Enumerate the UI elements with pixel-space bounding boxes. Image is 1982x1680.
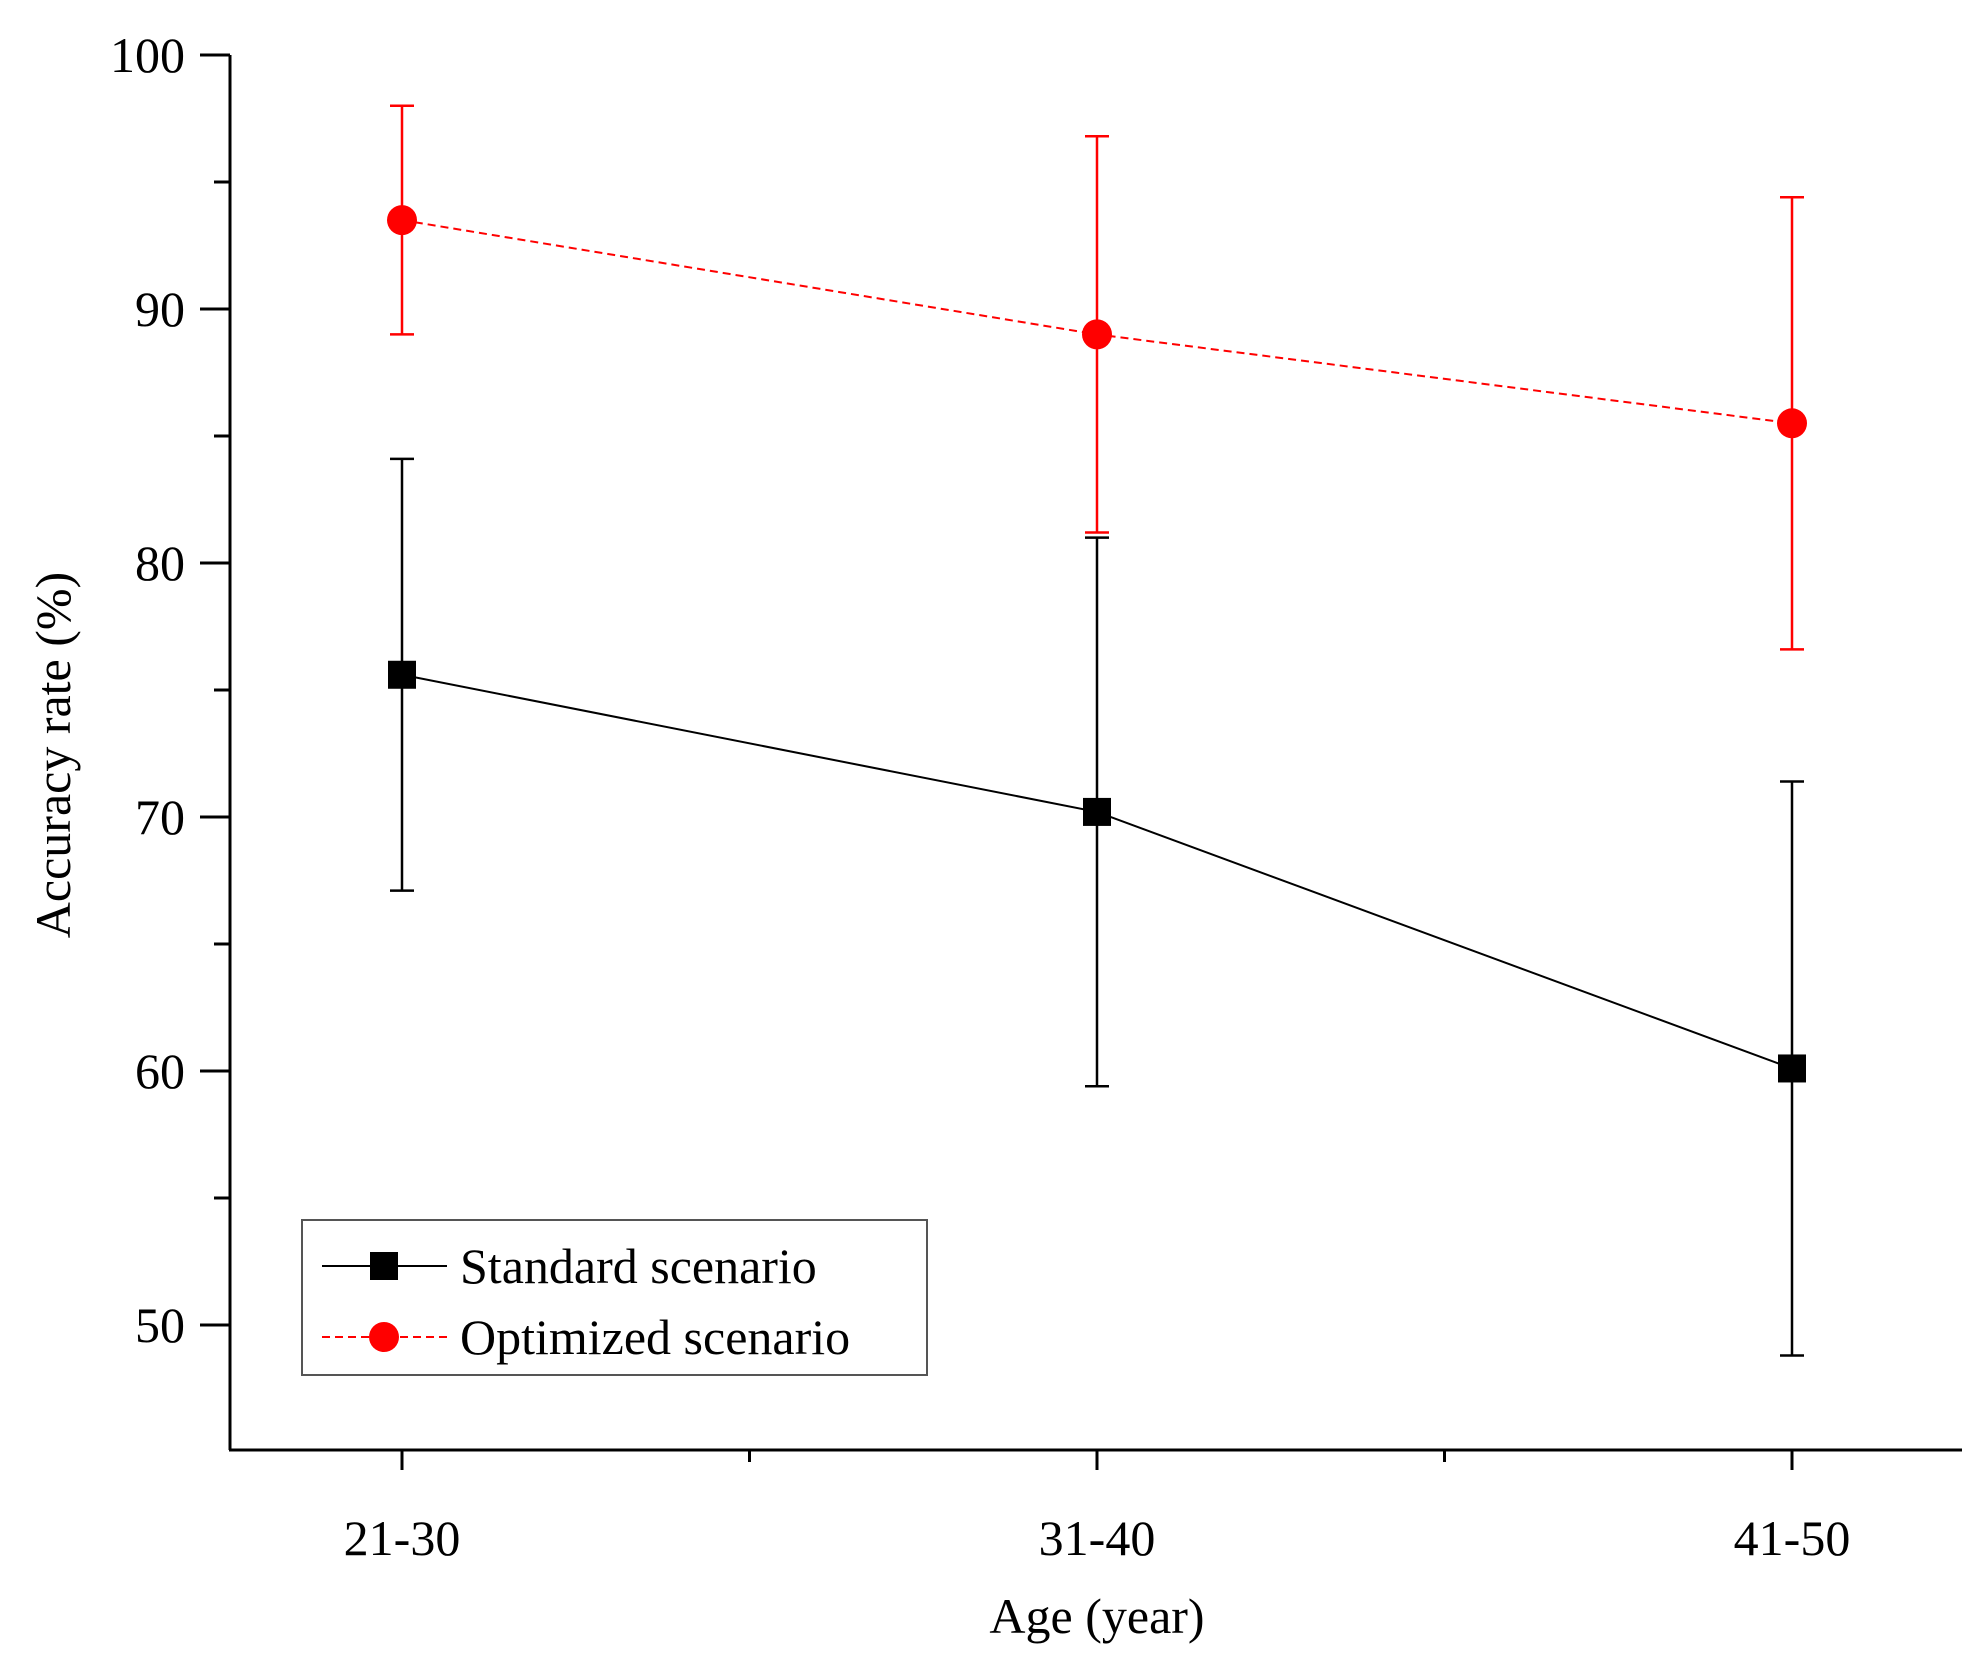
x-axis-title: Age (year) bbox=[989, 1588, 1204, 1644]
data-point-square bbox=[1778, 1054, 1806, 1083]
series-optimized-scenario bbox=[387, 104, 1807, 651]
legend: Standard scenario Optimized scenario bbox=[301, 1219, 928, 1376]
y-tick-label: 80 bbox=[135, 535, 185, 591]
data-point-circle bbox=[387, 205, 417, 236]
x-tick-label: 31-40 bbox=[1039, 1510, 1156, 1566]
legend-box bbox=[301, 1219, 928, 1376]
legend-entries: Standard scenario Optimized scenario bbox=[322, 1238, 850, 1365]
data-point-square bbox=[1083, 797, 1111, 826]
y-axis-ticks: 50 60 70 80 90 100 bbox=[110, 27, 230, 1353]
legend-label: Optimized scenario bbox=[460, 1309, 850, 1365]
legend-label: Standard scenario bbox=[460, 1238, 817, 1294]
x-axis-ticks: 21-30 31-40 41-50 bbox=[344, 1450, 1851, 1566]
y-tick-label: 90 bbox=[135, 281, 185, 337]
series-layer bbox=[387, 104, 1807, 1357]
x-tick-label: 41-50 bbox=[1734, 1510, 1851, 1566]
legend-marker-circle bbox=[369, 1322, 399, 1352]
data-point-circle bbox=[1082, 319, 1112, 350]
y-tick-label: 60 bbox=[135, 1043, 185, 1099]
legend-marker-square bbox=[370, 1252, 398, 1280]
x-tick-label: 21-30 bbox=[344, 1510, 461, 1566]
y-tick-label: 70 bbox=[135, 789, 185, 845]
y-axis-title: Accuracy rate (%) bbox=[25, 572, 81, 938]
data-point-circle bbox=[1777, 408, 1807, 439]
series-standard-scenario bbox=[388, 457, 1806, 1357]
data-point-square bbox=[388, 660, 416, 689]
y-tick-label: 50 bbox=[135, 1297, 185, 1353]
axes: 50 60 70 80 90 100 21-30 31-40 41-50 bbox=[110, 27, 1962, 1566]
y-tick-label: 100 bbox=[110, 27, 185, 83]
